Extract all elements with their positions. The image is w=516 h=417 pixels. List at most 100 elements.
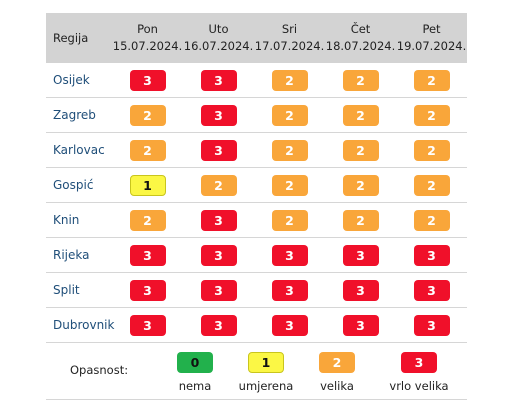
- forecast-cell: 2: [396, 63, 467, 98]
- danger-level-badge: 3: [342, 244, 379, 266]
- day-header-1: Uto 16.07.2024.: [183, 13, 254, 63]
- danger-level-badge: 2: [413, 139, 450, 161]
- region-name: Rijeka: [46, 237, 112, 273]
- danger-level-badge: 3: [200, 279, 237, 301]
- legend-badge: 2: [319, 352, 355, 373]
- danger-level-badge: 3: [200, 69, 237, 91]
- forecast-cell: 3: [254, 272, 325, 308]
- forecast-cell: 2: [325, 97, 396, 133]
- region-name: Knin: [46, 202, 112, 238]
- legend-title: Opasnost:: [70, 363, 129, 377]
- table-row: Gospić 1 2 2 2 2: [46, 167, 467, 203]
- danger-level-badge: 3: [271, 244, 308, 266]
- danger-level-badge: 3: [200, 139, 237, 161]
- danger-level-badge: 2: [129, 104, 166, 126]
- day-date: 15.07.2024.: [112, 39, 183, 53]
- forecast-cell: 3: [183, 202, 254, 238]
- danger-level-badge: 2: [342, 139, 379, 161]
- forecast-cell: 3: [183, 237, 254, 273]
- forecast-cell: 3: [254, 237, 325, 273]
- table-row: Dubrovnik 3 3 3 3 3: [46, 307, 467, 343]
- forecast-cell: 2: [112, 97, 183, 133]
- danger-level-badge: 3: [129, 314, 166, 336]
- danger-level-badge: 3: [413, 314, 450, 336]
- danger-level-badge: 3: [200, 209, 237, 231]
- fire-danger-forecast: Regija Pon 15.07.2024. Uto 16.07.2024. Sri…: [46, 13, 467, 400]
- danger-level-badge: 2: [413, 174, 450, 196]
- legend-label: umjerena: [238, 379, 294, 393]
- legend-label: nema: [178, 379, 212, 393]
- forecast-cell: 3: [325, 237, 396, 273]
- forecast-cell: 2: [325, 202, 396, 238]
- danger-level-badge: 2: [129, 209, 166, 231]
- danger-legend: Opasnost: 0 nema 1 umjerena 2 velika 3 v…: [46, 343, 467, 400]
- forecast-cell: 2: [325, 167, 396, 203]
- day-date: 16.07.2024.: [183, 39, 254, 53]
- legend-badge: 3: [401, 352, 437, 373]
- danger-level-badge: 3: [271, 279, 308, 301]
- forecast-cell: 3: [396, 272, 467, 308]
- forecast-cell: 3: [183, 63, 254, 98]
- danger-level-badge: 2: [271, 139, 308, 161]
- forecast-cell: 2: [325, 132, 396, 168]
- forecast-cell: 2: [254, 202, 325, 238]
- table-row: Rijeka 3 3 3 3 3: [46, 237, 467, 273]
- forecast-table: Regija Pon 15.07.2024. Uto 16.07.2024. Sri…: [46, 13, 467, 343]
- region-name: Gospić: [46, 167, 112, 203]
- danger-level-badge: 3: [413, 244, 450, 266]
- table-row: Osijek 3 3 2 2 2: [46, 63, 467, 98]
- legend-item-2: 2 velika: [297, 352, 377, 393]
- forecast-cell: 3: [183, 97, 254, 133]
- day-header-4: Pet 19.07.2024.: [396, 13, 467, 63]
- danger-level-badge: 3: [200, 244, 237, 266]
- danger-level-badge: 2: [200, 174, 237, 196]
- forecast-cell: 2: [396, 202, 467, 238]
- forecast-cell: 3: [325, 307, 396, 343]
- forecast-cell: 2: [254, 132, 325, 168]
- danger-level-badge: 2: [342, 69, 379, 91]
- forecast-cell: 3: [183, 307, 254, 343]
- region-name: Osijek: [46, 63, 112, 98]
- forecast-cell: 3: [112, 272, 183, 308]
- day-name: Uto: [208, 22, 229, 36]
- legend-item-0: 0 nema: [155, 352, 235, 393]
- danger-level-badge: 3: [200, 104, 237, 126]
- table-row: Karlovac 2 3 2 2 2: [46, 132, 467, 168]
- day-header-0: Pon 15.07.2024.: [112, 13, 183, 63]
- forecast-cell: 3: [396, 307, 467, 343]
- forecast-cell: 3: [254, 307, 325, 343]
- table-row: Zagreb 2 3 2 2 2: [46, 97, 467, 133]
- region-column-header: Regija: [46, 13, 112, 63]
- legend-label: vrlo velika: [389, 379, 449, 393]
- legend-label: velika: [320, 379, 354, 393]
- day-name: Sri: [281, 22, 298, 36]
- forecast-cell: 2: [112, 132, 183, 168]
- legend-badge: 1: [248, 352, 284, 373]
- day-date: 19.07.2024.: [396, 39, 467, 53]
- forecast-cell: 2: [254, 97, 325, 133]
- legend-item-1: 1 umjerena: [226, 352, 306, 393]
- table-row: Knin 2 3 2 2 2: [46, 202, 467, 238]
- danger-level-badge: 3: [413, 279, 450, 301]
- danger-level-badge: 3: [200, 314, 237, 336]
- day-date: 18.07.2024.: [325, 39, 396, 53]
- danger-level-badge: 2: [271, 174, 308, 196]
- danger-level-badge: 3: [342, 314, 379, 336]
- legend-item-3: 3 vrlo velika: [379, 352, 459, 393]
- forecast-cell: 2: [254, 63, 325, 98]
- forecast-cell: 3: [112, 237, 183, 273]
- forecast-cell: 3: [183, 132, 254, 168]
- day-header-2: Sri 17.07.2024.: [254, 13, 325, 63]
- region-name: Dubrovnik: [46, 307, 114, 343]
- danger-level-badge: 2: [129, 139, 166, 161]
- forecast-cell: 1: [112, 167, 183, 203]
- forecast-cell: 2: [183, 167, 254, 203]
- danger-level-badge: 2: [413, 209, 450, 231]
- danger-level-badge: 2: [413, 104, 450, 126]
- danger-level-badge: 2: [342, 104, 379, 126]
- forecast-cell: 3: [396, 237, 467, 273]
- danger-level-badge: 3: [129, 279, 166, 301]
- day-name: Čet: [350, 22, 371, 36]
- region-name: Split: [46, 272, 112, 308]
- region-name: Karlovac: [46, 132, 112, 168]
